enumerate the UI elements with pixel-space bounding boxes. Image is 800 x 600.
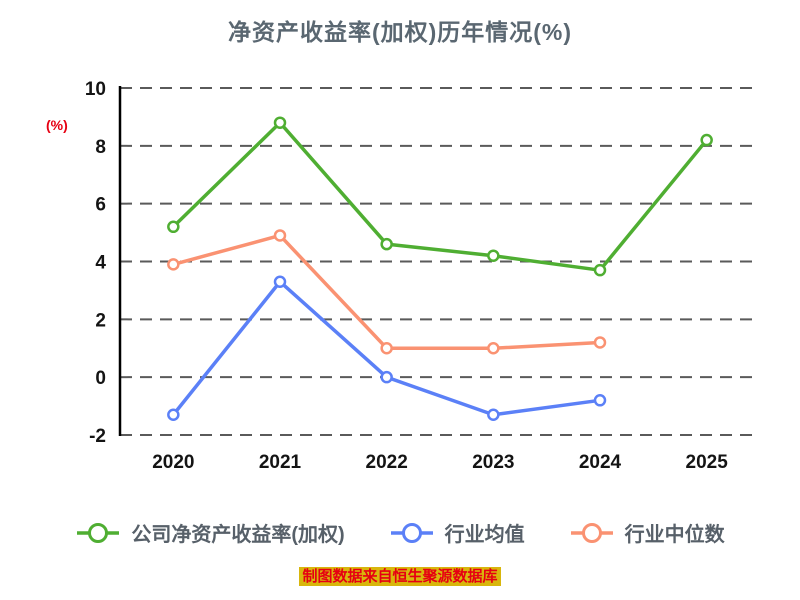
data-point [167,408,180,422]
x-tick-label: 2023 [472,452,514,473]
data-source-note: 制图数据来自恒生聚源数据库 [0,565,800,586]
data-point [700,133,713,147]
data-point [167,220,180,234]
data-point [487,342,500,355]
y-tick-label: 4 [95,253,106,274]
data-point [593,263,607,277]
y-tick-label: 10 [85,79,106,100]
y-tick-label: 2 [95,310,106,331]
legend-item[interactable]: 行业均值 [389,518,525,547]
plot-area: 10 8 6 4 2 0 -2 2020 2021 2022 2023 2024 2025 [85,79,760,473]
chart-title: 净资产收益率(加权)历年情况(%) [227,19,573,45]
x-tick-label: 2024 [579,452,622,473]
y-tick-label: -2 [89,426,106,447]
legend-item[interactable]: 行业中位数 [569,518,725,547]
data-point [380,370,393,384]
legend: 公司净资产收益率(加权) 行业均值 行业中位数 [0,518,800,547]
y-axis-title: (%) [46,117,68,133]
x-tick-label: 2022 [366,452,408,473]
legend-label: 公司净资产收益率(加权) [131,524,345,546]
legend-item[interactable]: 公司净资产收益率(加权) [75,518,345,547]
x-tick-label: 2021 [259,452,302,473]
data-point [380,237,393,251]
data-point [273,116,287,129]
legend-marker-icon [570,522,613,543]
y-tick-label: 6 [95,195,106,216]
data-point [593,394,607,407]
data-point [380,342,393,355]
legend-label: 行业均值 [444,524,525,546]
data-point [593,336,607,349]
data-point [487,249,500,262]
data-point [273,229,287,242]
series-line [171,233,602,350]
data-point [487,408,500,422]
y-tick-label: 0 [95,368,106,389]
legend-marker-icon [390,522,433,543]
footer-text: 制图数据来自恒生聚源数据库 [299,567,501,586]
series-line [171,120,709,272]
data-point [273,275,287,288]
data-point [167,258,180,271]
x-tick-label: 2025 [686,452,729,473]
y-tick-label: 8 [95,137,106,158]
legend-marker-icon [77,522,120,543]
legend-label: 行业中位数 [624,524,725,546]
x-tick-label: 2020 [152,452,194,473]
